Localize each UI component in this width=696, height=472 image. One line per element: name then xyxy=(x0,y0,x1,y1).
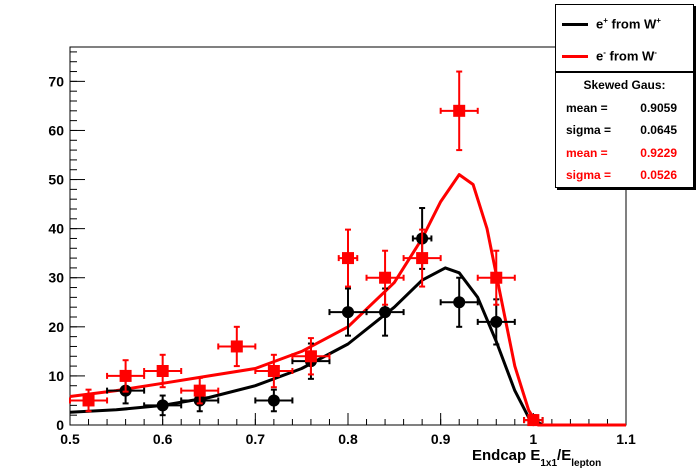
x-tick-label: 0.9 xyxy=(431,431,451,447)
stats-value: 0.0645 xyxy=(640,123,677,137)
stats-key: sigma = xyxy=(566,123,612,137)
stats-key: mean = xyxy=(566,146,608,160)
y-tick-label: 70 xyxy=(48,73,64,89)
square-marker xyxy=(342,252,354,265)
stats-row: sigma = 0.0645 xyxy=(556,123,693,143)
x-tick-label: 0.7 xyxy=(246,431,266,447)
legend: e+ from W+ e- from W- xyxy=(555,4,694,72)
circle-marker xyxy=(267,394,280,407)
x-tick-label: 1.1 xyxy=(616,431,636,447)
stats-row: sigma = 0.0526 xyxy=(556,168,693,188)
data-points xyxy=(69,70,544,427)
circle-marker xyxy=(342,306,354,319)
data-point-electron xyxy=(291,337,331,376)
square-marker xyxy=(453,104,466,117)
legend-label: e- from W- xyxy=(596,48,657,64)
stats-key: mean = xyxy=(566,101,608,115)
legend-label: e+ from W+ xyxy=(596,16,661,32)
square-marker xyxy=(379,271,392,284)
axes: 0.5 0.6 0.7 0.8 0.9 1 1.1 0 10 20 30 40 50 60 70 xyxy=(48,51,636,447)
circle-marker xyxy=(490,315,503,328)
stats-row: mean = 0.9059 xyxy=(556,101,693,121)
y-tick-label: 0 xyxy=(56,417,64,433)
data-point-positron xyxy=(439,276,479,328)
square-marker xyxy=(156,365,169,377)
data-point-electron xyxy=(523,414,544,427)
legend-swatch-red xyxy=(562,55,588,58)
circle-marker xyxy=(379,306,392,319)
data-point-electron xyxy=(254,353,294,389)
y-tick-label: 40 xyxy=(48,221,64,237)
stats-value: 0.0526 xyxy=(640,168,677,182)
x-tick-label: 0.5 xyxy=(60,431,80,447)
data-point-positron xyxy=(143,394,183,417)
square-marker xyxy=(490,271,503,284)
data-point-electron xyxy=(217,325,257,368)
stats-value: 0.9229 xyxy=(640,146,677,160)
square-marker xyxy=(193,384,206,397)
square-marker xyxy=(304,350,317,363)
data-point-electron xyxy=(69,388,109,413)
data-point-positron xyxy=(476,298,516,346)
square-marker xyxy=(416,252,429,265)
circle-marker xyxy=(453,296,466,309)
square-marker xyxy=(230,340,243,353)
data-point-electron xyxy=(143,353,183,389)
y-tick-label: 60 xyxy=(48,122,64,138)
data-point-electron xyxy=(402,228,442,288)
y-tick-label: 30 xyxy=(48,270,64,286)
stats-title: Skewed Gaus: xyxy=(583,78,666,92)
y-tick-label: 50 xyxy=(48,172,64,188)
stats-row: mean = 0.9229 xyxy=(556,146,693,166)
stats-key: sigma = xyxy=(566,168,612,182)
square-marker xyxy=(82,394,95,407)
data-point-positron xyxy=(328,287,368,337)
data-point-electron xyxy=(439,70,479,152)
y-tick-label: 10 xyxy=(48,368,64,384)
data-point-electron xyxy=(337,228,359,288)
data-point-electron xyxy=(476,249,516,306)
square-marker xyxy=(119,369,132,382)
data-point-positron xyxy=(254,388,294,413)
legend-item-electron: e- from W- xyxy=(556,41,693,71)
legend-item-positron: e+ from W+ xyxy=(556,9,693,39)
square-marker xyxy=(527,414,540,427)
square-marker xyxy=(267,365,280,377)
y-tick-label: 20 xyxy=(48,319,64,335)
legend-swatch-black xyxy=(562,23,588,26)
data-point-electron xyxy=(365,249,405,306)
data-point-electron xyxy=(180,376,220,405)
fit-stats-box: Skewed Gaus: mean = 0.9059 sigma = 0.064… xyxy=(555,72,694,188)
circle-marker xyxy=(156,399,169,412)
x-tick-label: 0.6 xyxy=(153,431,173,447)
x-axis-label: Endcap E1x1/Elepton xyxy=(472,447,601,469)
x-tick-label: 0.8 xyxy=(338,431,358,447)
x-tick-label: 1 xyxy=(529,431,537,447)
stats-value: 0.9059 xyxy=(640,101,677,115)
